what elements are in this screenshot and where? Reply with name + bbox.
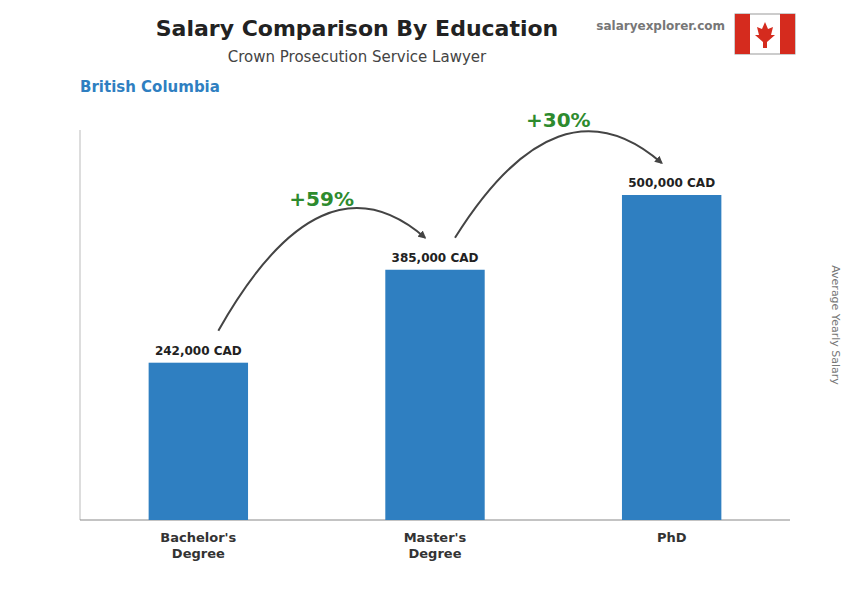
category-label-line: Degree	[172, 546, 225, 561]
category-label: Bachelor'sDegree	[160, 530, 236, 561]
category-label: Master'sDegree	[404, 530, 467, 561]
bar	[385, 270, 484, 520]
chart-container: Salary Comparison By Education Crown Pros…	[0, 0, 850, 606]
subtitle: British Columbia	[80, 78, 220, 96]
growth-label: +30%	[526, 108, 591, 132]
category-label-line: Bachelor's	[160, 530, 236, 545]
flag-field	[735, 14, 795, 54]
watermark: salaryexplorer.com	[596, 19, 725, 33]
category-label-line: PhD	[657, 530, 687, 545]
growth-label: +59%	[289, 187, 354, 211]
flag-stripe	[735, 14, 750, 54]
data-label: 500,000 CAD	[628, 176, 715, 190]
y-axis-label: Average Yearly Salary	[829, 265, 842, 385]
flag-leaf	[755, 22, 775, 48]
chart-svg: Salary Comparison By Education Crown Pros…	[0, 0, 850, 606]
flag	[735, 14, 795, 54]
bar	[149, 363, 248, 520]
bars	[149, 195, 722, 520]
category-label-line: Degree	[409, 546, 462, 561]
bar	[622, 195, 721, 520]
y-axis-line	[80, 130, 81, 520]
growth-arrow	[218, 208, 425, 331]
growth-arrow	[455, 131, 662, 238]
flag-stripe	[780, 14, 795, 54]
data-label: 385,000 CAD	[392, 251, 479, 265]
category-label: PhD	[657, 530, 687, 545]
category-label-line: Master's	[404, 530, 467, 545]
data-label: 242,000 CAD	[155, 344, 242, 358]
title: Salary Comparison By Education	[156, 16, 559, 41]
subtitle: Crown Prosecution Service Lawyer	[228, 48, 487, 66]
